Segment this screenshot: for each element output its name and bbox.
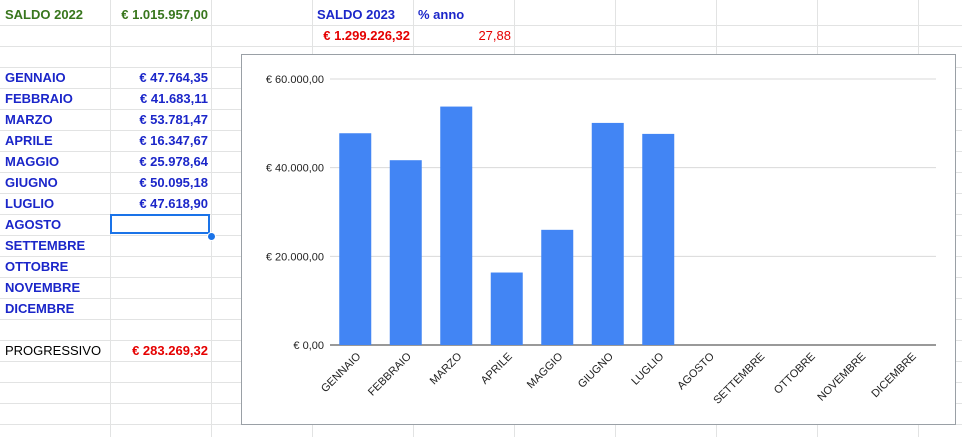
month-label-gennaio[interactable]: GENNAIO bbox=[5, 70, 66, 85]
month-value-luglio[interactable]: € 47.618,90 bbox=[139, 196, 208, 211]
x-tick-label: OTTOBRE bbox=[772, 351, 818, 397]
row-divider bbox=[0, 46, 962, 47]
x-tick-label: NOVEMBRE bbox=[815, 351, 868, 404]
month-value-marzo[interactable]: € 53.781,47 bbox=[139, 112, 208, 127]
saldo-2023-label[interactable]: SALDO 2023 bbox=[317, 7, 396, 22]
bar-chart-svg: € 0,00 € 20.000,00 € 40.000,00 € 60.000,00 G… bbox=[266, 74, 936, 407]
month-label-aprile[interactable]: APRILE bbox=[5, 133, 53, 148]
month-value-gennaio[interactable]: € 47.764,35 bbox=[139, 70, 208, 85]
bar-chart[interactable]: € 0,00 € 20.000,00 € 40.000,00 € 60.000,00 G… bbox=[241, 54, 956, 425]
x-tick-label: MAGGIO bbox=[525, 350, 566, 391]
percent-label[interactable]: % anno bbox=[418, 7, 465, 22]
month-value-novembre[interactable] bbox=[111, 277, 208, 298]
x-tick-label: SETTEMBRE bbox=[711, 351, 767, 407]
month-label-ottobre[interactable]: OTTOBRE bbox=[5, 259, 69, 274]
month-label-marzo[interactable]: MARZO bbox=[5, 112, 53, 127]
month-label-dicembre[interactable]: DICEMBRE bbox=[5, 301, 75, 316]
x-tick-label: MARZO bbox=[428, 350, 465, 387]
x-tick-label: FEBBRAIO bbox=[366, 350, 414, 398]
month-label-febbraio[interactable]: FEBBRAIO bbox=[5, 91, 73, 106]
y-tick-label: € 40.000,00 bbox=[266, 163, 324, 175]
bar-marzo bbox=[440, 106, 473, 345]
bar-gennaio bbox=[339, 133, 372, 345]
bar-giugno bbox=[591, 122, 624, 345]
bar-aprile bbox=[490, 272, 523, 345]
month-label-maggio[interactable]: MAGGIO bbox=[5, 154, 60, 169]
x-tick-label: APRILE bbox=[479, 351, 515, 387]
column-divider bbox=[211, 0, 212, 437]
month-value-ottobre[interactable] bbox=[111, 256, 208, 277]
month-value-maggio[interactable]: € 25.978,64 bbox=[139, 154, 208, 169]
saldo-2022-label[interactable]: SALDO 2022 bbox=[5, 7, 84, 22]
saldo-2022-value[interactable]: € 1.015.957,00 bbox=[121, 7, 208, 22]
saldo-2023-value[interactable]: € 1.299.226,32 bbox=[323, 28, 410, 43]
month-value-settembre[interactable] bbox=[111, 235, 208, 256]
progressivo-label[interactable]: PROGRESSIVO bbox=[5, 343, 102, 358]
month-value-febbraio[interactable]: € 41.683,11 bbox=[140, 91, 208, 106]
month-value-aprile[interactable]: € 16.347,67 bbox=[139, 133, 208, 148]
month-label-settembre[interactable]: SETTEMBRE bbox=[5, 238, 86, 253]
x-tick-label: DICEMBRE bbox=[869, 351, 919, 401]
x-tick-label: LUGLIO bbox=[629, 350, 666, 387]
y-tick-label: € 20.000,00 bbox=[266, 251, 324, 263]
x-tick-label: GENNAIO bbox=[319, 350, 364, 395]
selected-cell-outline[interactable] bbox=[110, 214, 210, 234]
row-divider bbox=[0, 25, 962, 26]
y-tick-label: € 60.000,00 bbox=[266, 74, 324, 86]
bar-luglio bbox=[642, 133, 675, 345]
bar-febbraio bbox=[389, 160, 422, 345]
month-label-novembre[interactable]: NOVEMBRE bbox=[5, 280, 81, 295]
month-value-giugno[interactable]: € 50.095,18 bbox=[139, 175, 208, 190]
percent-value[interactable]: 27,88 bbox=[478, 28, 511, 43]
y-tick-label: € 0,00 bbox=[293, 340, 324, 352]
month-value-dicembre[interactable] bbox=[111, 298, 208, 319]
x-tick-label: GIUGNO bbox=[576, 350, 616, 390]
month-label-agosto[interactable]: AGOSTO bbox=[5, 217, 62, 232]
month-label-luglio[interactable]: LUGLIO bbox=[5, 196, 55, 211]
progressivo-value[interactable]: € 283.269,32 bbox=[132, 343, 208, 358]
month-label-giugno[interactable]: GIUGNO bbox=[5, 175, 58, 190]
fill-handle[interactable] bbox=[207, 232, 216, 241]
x-tick-label: AGOSTO bbox=[675, 350, 717, 392]
bar-maggio bbox=[541, 229, 574, 345]
